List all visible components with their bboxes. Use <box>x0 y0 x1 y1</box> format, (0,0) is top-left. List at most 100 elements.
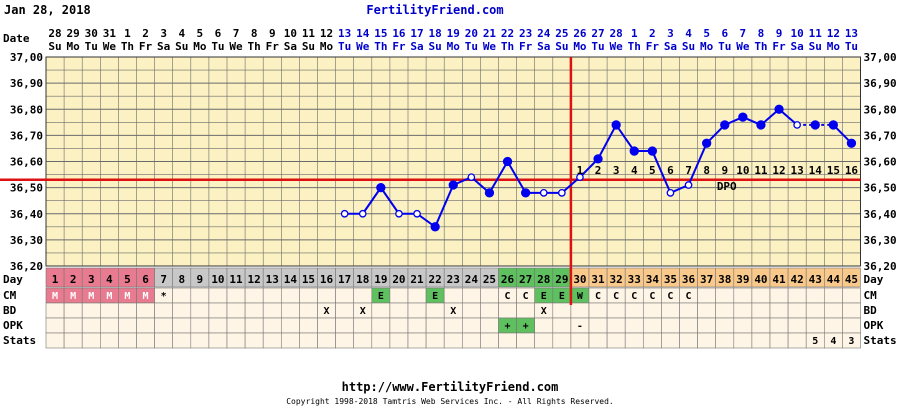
cm-cell <box>190 287 210 304</box>
stats-cell <box>63 332 83 349</box>
bd-cell <box>715 302 735 319</box>
bd-cell <box>570 302 590 319</box>
footer-url[interactable]: http://www.FertilityFriend.com <box>342 380 559 394</box>
date-label: 1 <box>631 27 638 40</box>
stats-cell-value: 3 <box>848 336 854 347</box>
cm-cell-value: M <box>52 291 58 302</box>
day-cell-value: 29 <box>555 273 568 286</box>
bd-cell <box>190 302 210 319</box>
weekday-label: Mo <box>320 40 334 53</box>
chart-date: Jan 28, 2018 <box>4 3 91 17</box>
weekday-label: Tu <box>85 40 98 53</box>
opk-row-label: OPK <box>3 319 23 332</box>
day-cell-value: 2 <box>70 273 77 286</box>
date-label: 11 <box>302 27 316 40</box>
opk-cell <box>208 317 228 334</box>
cm-cell-value: * <box>161 291 167 302</box>
stats-cell <box>443 332 463 349</box>
date-label: 8 <box>251 27 258 40</box>
temperature-point <box>647 146 657 156</box>
date-row-label: Date <box>3 32 30 45</box>
weekday-label: We <box>483 40 497 53</box>
y-tick-label-right: 36,20 <box>864 260 897 273</box>
stats-cell <box>534 332 554 349</box>
day-cell-value: 7 <box>160 273 167 286</box>
temperature-point <box>467 173 476 182</box>
opk-cell <box>805 317 825 334</box>
series-segment <box>561 176 581 194</box>
opk-cell <box>661 317 680 334</box>
series-segment <box>361 187 382 215</box>
bd-cell <box>407 302 427 319</box>
day-cell-value: 37 <box>700 273 713 286</box>
bd-row-label-right: BD <box>864 304 878 317</box>
cm-cell-value: M <box>106 291 112 302</box>
opk-cell <box>534 317 554 334</box>
opk-cell-value: + <box>505 321 511 332</box>
temperature-point <box>448 180 458 190</box>
bd-cell <box>371 302 391 319</box>
stats-cell <box>407 332 427 349</box>
opk-cell <box>136 317 155 334</box>
bd-cell <box>642 302 662 319</box>
y-tick-label-right: 36,80 <box>864 103 897 116</box>
temperature-point <box>611 120 621 130</box>
site-name[interactable]: FertilityFriend.com <box>366 3 503 17</box>
temperature-point <box>376 182 386 193</box>
date-label: 29 <box>67 27 80 40</box>
cm-cell-value: C <box>505 291 511 302</box>
temperature-point <box>576 173 584 182</box>
opk-cell <box>389 317 409 334</box>
y-tick-label-left: 36,20 <box>10 260 43 273</box>
date-label: 28 <box>610 27 623 40</box>
date-label: 5 <box>703 27 710 40</box>
stats-cell <box>425 332 445 349</box>
cm-cell-value: E <box>378 291 384 302</box>
series-segment <box>687 142 708 186</box>
day-cell-value: 19 <box>374 273 387 286</box>
bd-cell-value: X <box>324 306 330 317</box>
footer-copyright: Copyright 1998-2018 Tamtris Web Services… <box>286 397 614 406</box>
cm-cell <box>787 287 807 304</box>
day-cell-value: 13 <box>266 273 279 286</box>
series-segment <box>434 184 455 228</box>
opk-cell <box>262 317 282 334</box>
stats-cell <box>244 332 264 349</box>
date-label: 14 <box>356 27 370 40</box>
bd-cell <box>262 302 282 319</box>
date-label: 3 <box>667 27 674 40</box>
stats-cell <box>335 332 355 349</box>
date-label: 16 <box>392 27 406 40</box>
y-tick-label-right: 36,70 <box>864 129 897 142</box>
opk-cell-value: + <box>523 321 529 332</box>
chart-text: 36,20 36,20 36,30 36,30 36,40 36,40 36,50 36,50… <box>3 27 897 347</box>
day-cell-value: 1 <box>52 273 59 286</box>
weekday-label: Fr <box>646 40 660 53</box>
opk-cell <box>353 317 373 334</box>
opk-cell <box>299 317 318 334</box>
opk-row-label-right: OPK <box>864 319 884 332</box>
date-label: 27 <box>591 27 604 40</box>
day-cell-value: 40 <box>754 273 767 286</box>
dpo-label: 8 <box>703 164 710 177</box>
weekday-label: Th <box>248 40 261 53</box>
weekday-label: Tu <box>718 40 731 53</box>
cm-cell <box>208 287 228 304</box>
opk-cell <box>823 317 843 334</box>
opk-cell <box>443 317 463 334</box>
bd-cell <box>63 302 83 319</box>
opk-cell <box>407 317 427 334</box>
dpo-label: 14 <box>809 164 823 177</box>
weekday-label: Su <box>555 40 568 53</box>
cm-cell <box>842 287 861 304</box>
day-cell-value: 25 <box>483 273 496 286</box>
stats-cell <box>661 332 680 349</box>
opk-cell <box>751 317 771 334</box>
stats-cell <box>697 332 716 349</box>
stats-cell <box>172 332 192 349</box>
day-cell-value: 35 <box>664 273 677 286</box>
dpo-label: 6 <box>667 164 674 177</box>
date-label: 22 <box>501 27 514 40</box>
day-cell-value: 8 <box>178 273 185 286</box>
cm-cell <box>480 287 499 304</box>
